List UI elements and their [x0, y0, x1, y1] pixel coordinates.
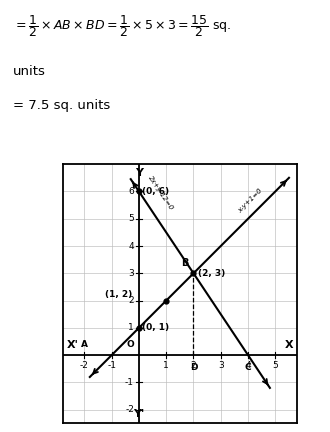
Text: 2: 2: [191, 361, 196, 370]
Text: 3: 3: [218, 361, 224, 370]
Text: 6: 6: [128, 187, 134, 196]
Text: X: X: [284, 340, 293, 349]
Text: 3: 3: [128, 269, 134, 278]
Text: C: C: [245, 363, 251, 372]
Text: X': X': [67, 340, 79, 349]
Text: 2x+y-12=0: 2x+y-12=0: [147, 175, 175, 212]
Text: x-y+1=0: x-y+1=0: [237, 188, 264, 214]
Text: -1: -1: [125, 378, 134, 387]
Text: Y': Y': [133, 409, 145, 419]
Text: 2: 2: [128, 296, 134, 305]
Text: O: O: [126, 340, 134, 349]
Text: -2: -2: [80, 361, 89, 370]
Text: (1, 2): (1, 2): [105, 290, 132, 299]
Text: (2, 3): (2, 3): [198, 269, 225, 278]
Text: 5: 5: [128, 214, 134, 223]
Text: = 7.5 sq. units: = 7.5 sq. units: [13, 99, 110, 112]
Text: D: D: [190, 363, 197, 372]
Text: B: B: [181, 258, 188, 268]
Text: 1: 1: [128, 324, 134, 332]
Text: units: units: [13, 65, 46, 78]
Text: 1: 1: [163, 361, 169, 370]
Text: -1: -1: [107, 361, 116, 370]
Text: A: A: [81, 340, 88, 349]
Text: Y: Y: [135, 168, 143, 178]
Text: 5: 5: [273, 361, 278, 370]
Text: 4: 4: [128, 241, 134, 251]
Text: (0, 6): (0, 6): [142, 187, 169, 196]
Text: $=\dfrac{1}{2}\times AB\times BD=\dfrac{1}{2}\times 5\times 3=\dfrac{15}{2}\ \ma: $=\dfrac{1}{2}\times AB\times BD=\dfrac{…: [13, 13, 231, 39]
Text: -2: -2: [125, 405, 134, 414]
Text: 4: 4: [245, 361, 251, 370]
Text: (0, 1): (0, 1): [142, 324, 169, 332]
